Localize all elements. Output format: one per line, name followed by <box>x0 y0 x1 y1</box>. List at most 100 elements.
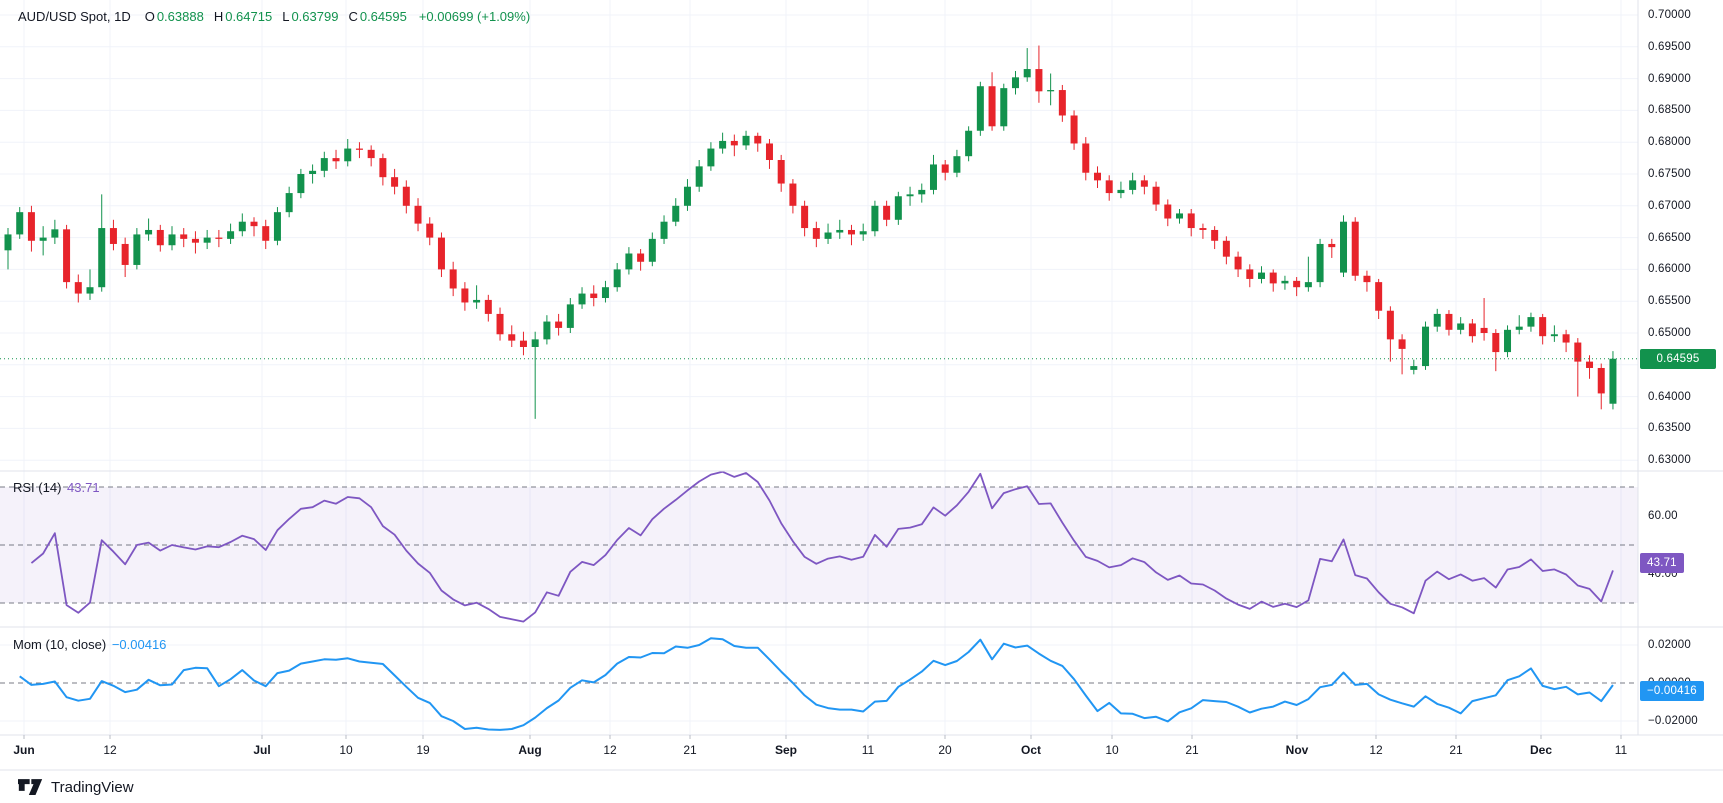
price-axis-label: 0.66000 <box>1648 263 1691 276</box>
candle-body <box>847 229 855 235</box>
candle-body <box>1293 280 1301 288</box>
time-axis-label: 19 <box>416 743 430 757</box>
candle-body <box>1129 180 1137 190</box>
price-axis-label: 0.69000 <box>1648 72 1691 85</box>
candle-body <box>543 321 551 340</box>
candle-body <box>1058 90 1066 116</box>
candle-body <box>742 135 750 146</box>
candle-body <box>1328 243 1336 248</box>
mom-axis-label: 0.02000 <box>1648 639 1691 651</box>
candle-body <box>1269 272 1277 284</box>
candle-body <box>601 287 609 299</box>
candle-body <box>941 164 949 173</box>
candle-body <box>1316 243 1324 283</box>
candle-body <box>437 237 445 270</box>
time-axis-label: 21 <box>1185 743 1199 757</box>
candle-body <box>824 232 832 239</box>
candle-body <box>1340 221 1348 273</box>
candle-body <box>707 148 715 167</box>
candle-body <box>273 212 281 241</box>
candle-body <box>496 313 504 335</box>
price-pane-legend: AUD/USD Spot, 1D O 0.63888 H 0.64715 L 0.63799… <box>18 9 530 24</box>
price-axis-label: 0.68500 <box>1648 104 1691 117</box>
candle-body <box>508 334 516 341</box>
rsi-line <box>30 470 1614 623</box>
candle-body <box>344 148 352 162</box>
candle-body <box>555 321 563 328</box>
candle-body <box>4 234 12 251</box>
candle-body <box>1398 339 1406 349</box>
candle-body <box>402 186 410 206</box>
candle-body <box>1093 172 1101 181</box>
candle-body <box>590 293 598 299</box>
candle-body <box>812 228 820 239</box>
candle-body <box>133 234 141 265</box>
candle-body <box>625 253 633 270</box>
candle-body <box>320 158 328 171</box>
candle-body <box>730 140 738 146</box>
open-label: O <box>144 9 155 24</box>
time-axis-label: 11 <box>1614 743 1628 757</box>
time-axis-label: 12 <box>603 743 617 757</box>
candle-body <box>86 287 94 294</box>
mom-axis-label: −0.02000 <box>1648 715 1698 727</box>
candle-body <box>367 149 375 159</box>
rsi-axis[interactable] <box>1638 471 1723 627</box>
candle-body <box>391 177 399 187</box>
mom-title[interactable]: Mom (10, close) <box>13 637 107 652</box>
time-axis-label: 12 <box>103 743 117 757</box>
candle-body <box>180 234 188 239</box>
price-axis-label: 0.70000 <box>1648 9 1691 21</box>
candle-body <box>965 130 973 157</box>
open-value: 0.63888 <box>156 9 204 24</box>
candle-body <box>1586 361 1594 368</box>
time-axis-label: 10 <box>339 743 353 757</box>
symbol-title[interactable]: AUD/USD Spot, 1D <box>18 9 131 24</box>
candle-body <box>39 237 47 241</box>
candle-body <box>98 228 106 288</box>
candle-body <box>16 212 24 235</box>
time-axis-label: Jun <box>13 743 35 757</box>
candle-body <box>836 229 844 233</box>
rsi-pane-legend: RSI (14) 43.71 <box>13 480 100 495</box>
candle-body <box>1562 334 1570 343</box>
tradingview-brand-link[interactable]: TradingView <box>51 778 134 796</box>
candle-body <box>145 229 153 235</box>
time-axis-label: 12 <box>1369 743 1383 757</box>
tradingview-logo-icon[interactable] <box>18 778 43 796</box>
candle-body <box>285 193 293 213</box>
candle-body <box>1445 313 1453 330</box>
candle-body <box>27 212 35 241</box>
candle-body <box>1258 272 1266 279</box>
candle-body <box>789 183 797 206</box>
rsi-title[interactable]: RSI (14) <box>13 480 62 495</box>
candle-body <box>449 269 457 289</box>
close-label: C <box>348 9 358 24</box>
candle-body <box>1000 88 1008 127</box>
candle-body <box>578 293 586 305</box>
candle-body <box>1211 229 1219 241</box>
candle-body <box>1222 240 1230 257</box>
rsi-value: 43.71 <box>67 480 100 495</box>
candle-body <box>1527 317 1535 327</box>
candle-body <box>953 156 961 173</box>
candle-body <box>426 223 434 238</box>
candle-body <box>215 237 223 239</box>
candle-body <box>859 231 867 235</box>
time-axis-label: Nov <box>1285 743 1309 757</box>
candle-body <box>1504 329 1512 353</box>
candle-body <box>1422 326 1430 367</box>
candle-body <box>1105 180 1113 194</box>
time-axis-label: Sep <box>774 743 798 757</box>
candle-body <box>801 205 809 229</box>
close-value: 0.64595 <box>359 9 407 24</box>
mom-value-badge: −0.00416 <box>1640 680 1704 701</box>
candle-body <box>883 205 891 220</box>
candle-body <box>191 238 199 243</box>
candle-body <box>1480 327 1488 333</box>
candle-body <box>1011 77 1019 89</box>
price-axis-label: 0.65000 <box>1648 327 1691 339</box>
candle-body <box>168 234 176 246</box>
price-axis-label: 0.63500 <box>1648 422 1691 435</box>
